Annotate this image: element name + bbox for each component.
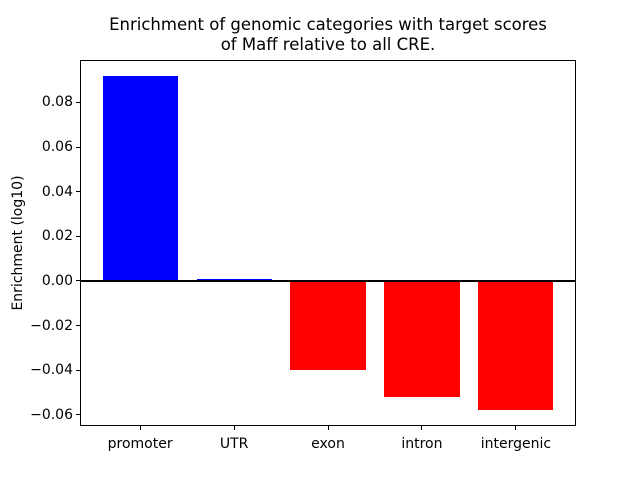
ytick-label-0.00: 0.00: [41, 272, 73, 289]
ytick-label-0.02: 0.02: [41, 228, 73, 245]
ytick-mark: [76, 414, 80, 416]
ytick-mark: [76, 191, 80, 193]
ytick-label-0.04: 0.04: [41, 183, 73, 200]
zero-line: [80, 279, 576, 282]
ytick-mark: [76, 101, 80, 103]
ytick-label-0.06: 0.06: [41, 139, 73, 155]
ytick-label-−0.04: −0.04: [30, 362, 73, 379]
xtick-mark: [327, 426, 329, 430]
xtick-mark: [233, 426, 235, 430]
bar-intergenic: [478, 280, 554, 411]
ytick-mark: [76, 369, 80, 371]
xtick-mark: [515, 426, 517, 430]
bar-intron: [384, 280, 460, 397]
ytick-mark: [76, 325, 80, 327]
ytick-label-−0.06: −0.06: [30, 406, 73, 423]
xtick-label-promoter: promoter: [107, 436, 173, 452]
ytick-label-0.08: 0.08: [41, 94, 73, 111]
xtick-label-exon: exon: [311, 436, 345, 452]
xtick-mark: [421, 426, 423, 430]
bar-UTR: [196, 278, 272, 281]
ytick-mark: [76, 146, 80, 148]
xtick-label-intergenic: intergenic: [480, 436, 552, 452]
chart-title: Enrichment of genomic categories with ta…: [109, 15, 547, 54]
ytick-mark: [76, 280, 80, 282]
ytick-mark: [76, 235, 80, 237]
bar-exon: [290, 280, 366, 371]
xtick-label-intron: intron: [401, 436, 443, 452]
ytick-label-−0.02: −0.02: [30, 317, 73, 334]
xtick-mark: [139, 426, 141, 430]
xtick-label-UTR: UTR: [219, 436, 249, 452]
bar-promoter: [102, 75, 178, 281]
